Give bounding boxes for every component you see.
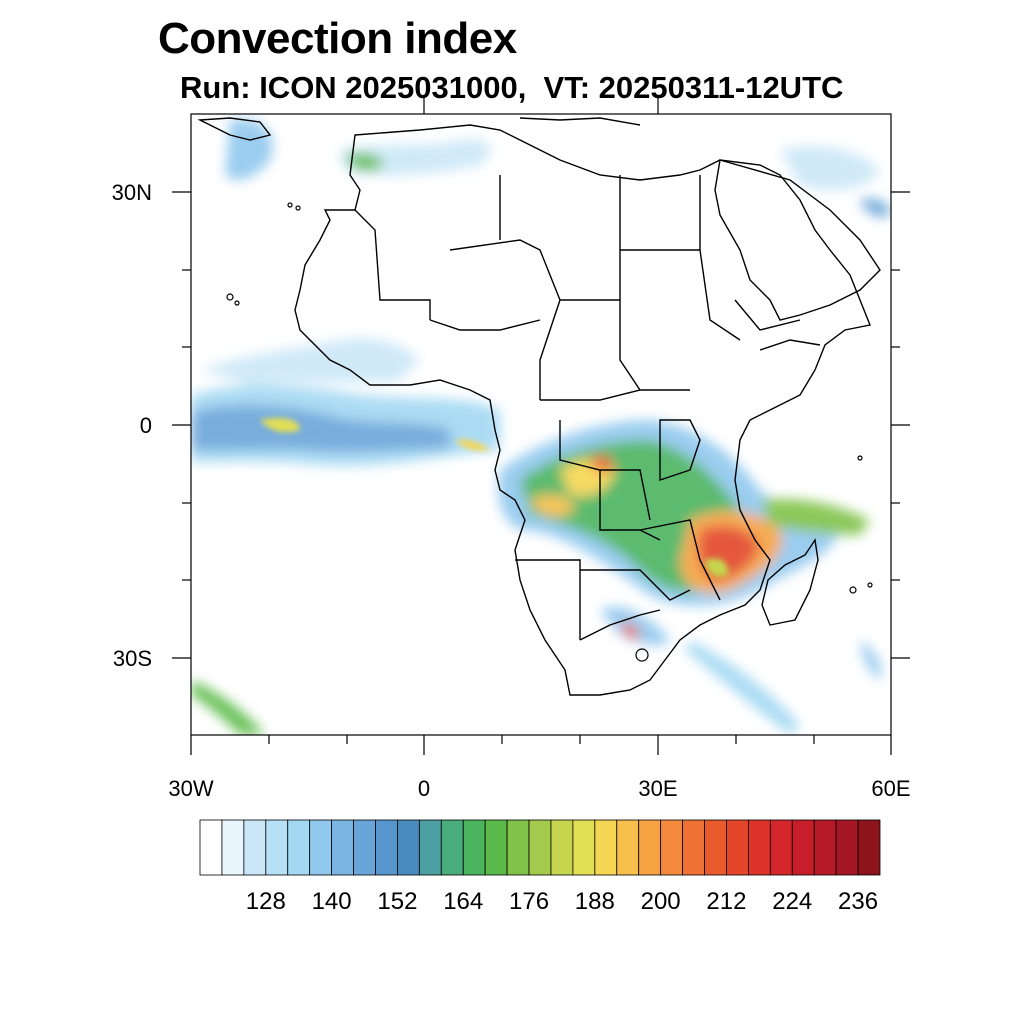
y-tick-label-30s: 30S [112,646,152,671]
colorbar-swatch [199,819,223,876]
colorbar-swatch [682,819,705,876]
colorbar-swatch [331,819,354,876]
colorbar-label: 200 [640,888,681,915]
colorbar-swatch [440,819,464,876]
colorbar-swatch [397,819,420,876]
x-tick-label-60e: 60E [871,776,911,801]
colorbar-swatch [704,819,727,876]
colorbar-swatch [835,819,859,876]
colorbar-swatch [594,819,618,876]
colorbar-swatch [857,819,881,876]
x-tick-label-30e: 30E [638,776,678,801]
colorbar-swatch [287,819,311,876]
colorbar-swatch [528,819,552,876]
colorbar-swatch [572,819,596,876]
x-tick-label-30w: 30W [168,776,214,801]
colorbar-swatch [660,819,683,876]
colorbar-swatch [375,819,398,876]
x-tick-label-0: 0 [417,776,431,801]
colorbar-swatch [726,819,749,876]
colorbar-label: 164 [443,888,484,915]
colorbar-swatch [813,819,837,876]
colorbar-swatch [353,819,376,876]
colorbar-swatch [418,819,442,876]
colorbar-swatch [221,819,245,876]
colorbar-swatch [506,819,530,876]
colorbar-label: 128 [245,888,286,915]
colorbar-swatch [550,819,574,876]
colorbar-label: 140 [311,888,352,915]
chart-title: Convection index [158,14,517,63]
colorbar-label: 236 [838,888,879,915]
colorbar-swatch [638,819,662,876]
colorbar-swatch [243,819,267,876]
colorbar-swatch [769,819,793,876]
colorbar-swatch [791,819,815,876]
chart-subtitle: Run: ICON 2025031000, VT: 20250311-12UTC [180,70,844,105]
colorbar-swatch [265,819,289,876]
colorbar-swatch [616,819,640,876]
y-tick-label-0: 0 [139,413,152,438]
axis-ticks [172,96,910,755]
colorbar-label: 212 [706,888,747,915]
colorbar-label: 152 [377,888,418,915]
map-islands [226,202,873,662]
colorbar [199,819,881,876]
colorbar-swatch [747,819,771,876]
colorbar-swatch [462,819,486,876]
y-tick-label-30n: 30N [111,180,152,205]
colorbar-label: 176 [509,888,550,915]
map-coastlines [197,117,881,696]
convection-field [191,119,891,735]
colorbar-swatch [309,819,333,876]
colorbar-swatch [484,819,508,876]
colorbar-label: 224 [772,888,813,915]
colorbar-label: 188 [574,888,615,915]
